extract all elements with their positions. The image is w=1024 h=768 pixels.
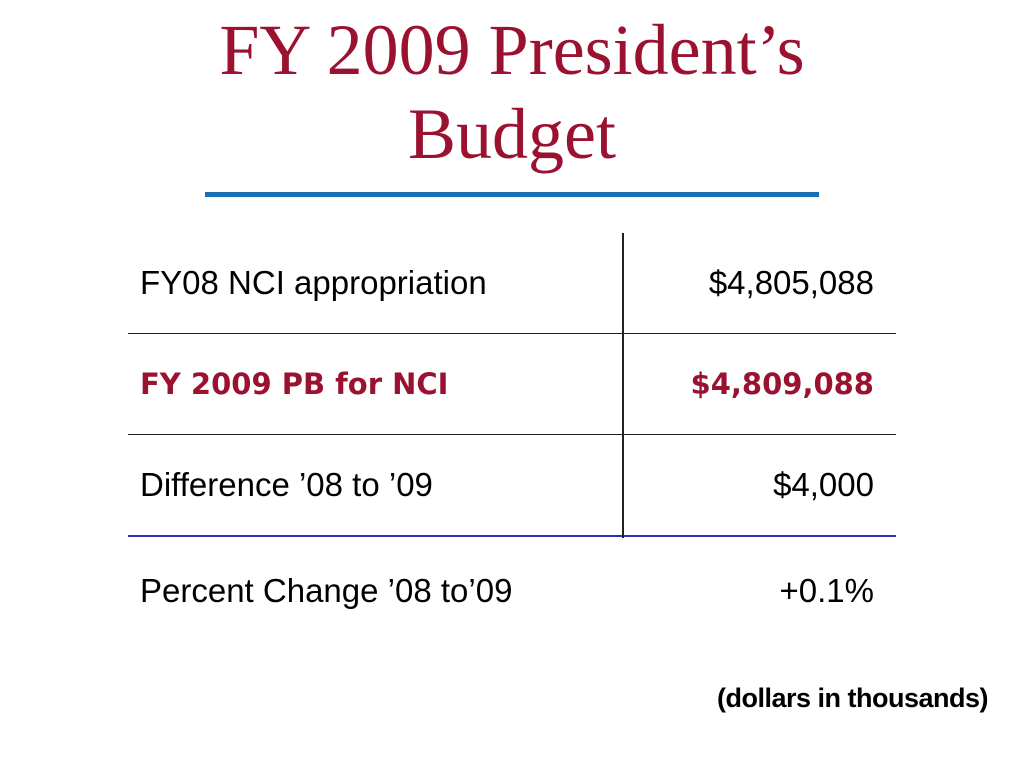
units-note: (dollars in thousands) — [716, 683, 989, 713]
table-row-percent-change: Percent Change ’08 to’09 +0.1% — [128, 537, 896, 644]
column-divider — [622, 233, 624, 538]
row-value: $4,809,088 — [690, 367, 874, 401]
row-label: FY08 NCI appropriation — [140, 264, 487, 301]
row-label: Percent Change ’08 to’09 — [140, 571, 513, 609]
row-value: $4,805,088 — [708, 264, 874, 301]
row-value: $4,000 — [773, 466, 874, 503]
row-label: Difference ’08 to ’09 — [140, 466, 433, 503]
title-line-1: FY 2009 President’s — [219, 10, 805, 90]
table-row-fy08-appropriation: FY08 NCI appropriation $4,805,088 — [128, 233, 896, 334]
title-underline — [205, 192, 819, 197]
title-line-2: Budget — [408, 94, 616, 174]
table-row-difference: Difference ’08 to ’09 $4,000 — [128, 435, 896, 537]
row-label: FY 2009 PB for NCI — [140, 367, 449, 401]
slide-title: FY 2009 President’s Budget — [0, 8, 1024, 176]
budget-table: FY08 NCI appropriation $4,805,088 FY 200… — [128, 233, 896, 644]
table-row-fy09-pb: FY 2009 PB for NCI $4,809,088 — [128, 334, 896, 435]
row-value: +0.1% — [779, 571, 875, 609]
